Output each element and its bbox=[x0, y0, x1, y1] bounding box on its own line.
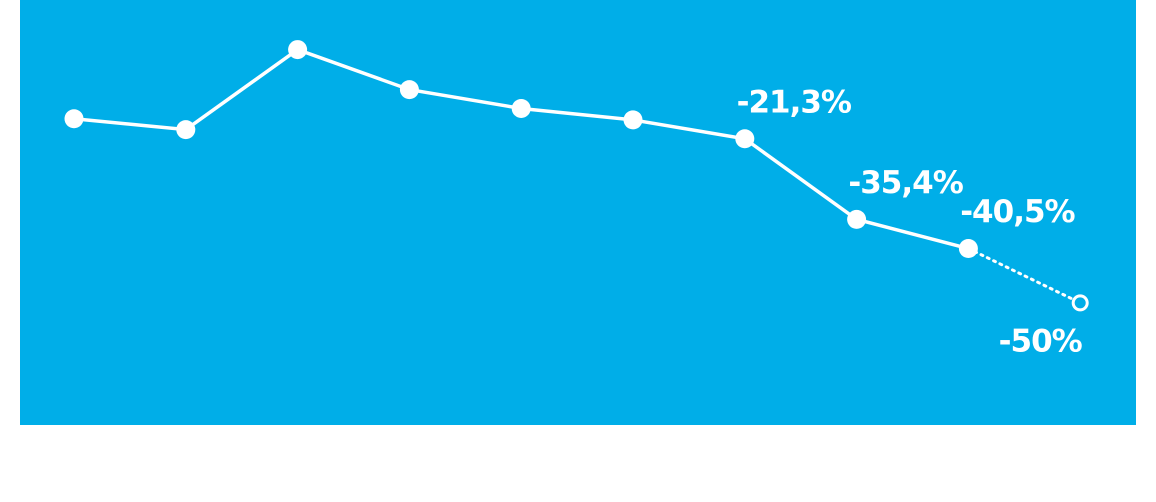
marker bbox=[64, 109, 84, 129]
marker bbox=[958, 239, 978, 259]
value-label: -21,3% bbox=[737, 84, 852, 120]
forecast-marker bbox=[1071, 294, 1089, 312]
marker bbox=[623, 110, 643, 130]
chart-background bbox=[20, 0, 1136, 425]
forecast-line bbox=[966, 247, 1082, 305]
marker bbox=[735, 129, 755, 149]
marker bbox=[399, 80, 419, 100]
value-label: -50% bbox=[999, 323, 1083, 359]
value-label: -35,4% bbox=[848, 165, 963, 201]
marker bbox=[847, 209, 867, 229]
marker bbox=[176, 120, 196, 140]
value-label: -40,5% bbox=[960, 194, 1075, 230]
marker bbox=[511, 98, 531, 118]
marker bbox=[288, 40, 308, 60]
